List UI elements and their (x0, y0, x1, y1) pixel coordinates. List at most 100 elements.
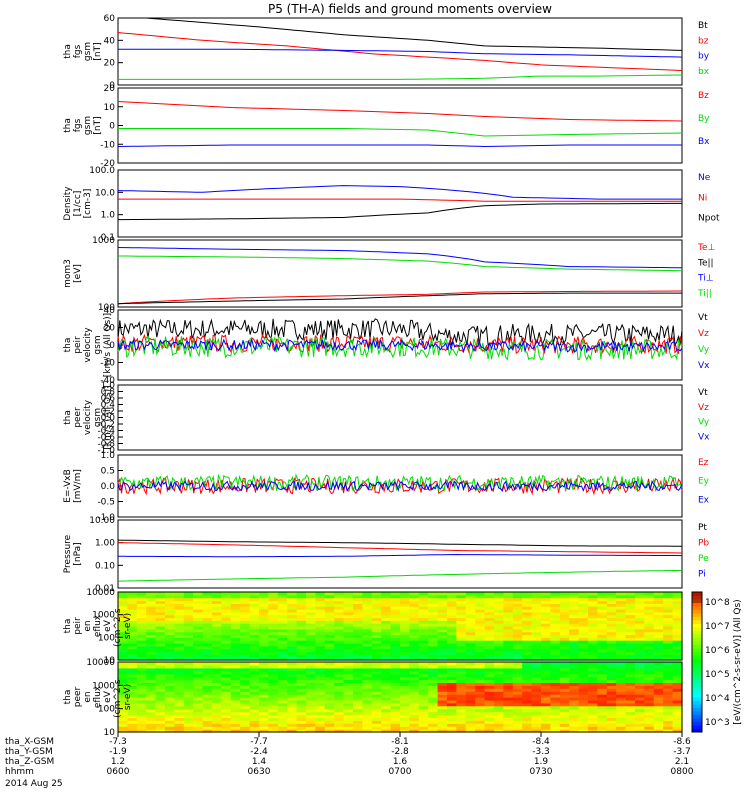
spectrogram-cell (418, 726, 429, 730)
spectrogram-cell (155, 597, 166, 602)
ephemeris-value: 0730 (530, 767, 553, 777)
spectrogram-cell (409, 594, 420, 599)
spectrogram-cell (371, 640, 382, 644)
spectrogram-cell (541, 702, 551, 707)
spectrogram-cell (362, 691, 373, 695)
spectrogram-cell (118, 617, 128, 621)
spectrogram-cell (512, 676, 523, 681)
spectrogram-cell (494, 651, 504, 655)
spectrogram-cell (447, 667, 457, 672)
spectrogram-cell (277, 664, 288, 669)
spectrogram-cell (588, 697, 598, 701)
spectrogram-cell (306, 679, 316, 683)
series-line-Ti⊥ (117, 247, 683, 269)
spectrogram-cell (428, 667, 439, 672)
spectrogram-cell (118, 597, 128, 602)
spectrogram-cell (268, 637, 279, 641)
spectrogram-cell (475, 702, 486, 707)
spectrogram-cell (663, 609, 674, 613)
spectrogram-cell (456, 614, 467, 619)
spectrogram-cell (287, 623, 298, 627)
spectrogram-cell (475, 691, 486, 695)
spectrogram-cell (306, 654, 316, 658)
spectrogram-cell (324, 592, 335, 596)
spectrogram-cell (315, 637, 326, 641)
spectrogram-cell (296, 603, 307, 607)
spectrogram-cell (390, 645, 401, 650)
spectrogram-cell (202, 705, 213, 710)
y-tick-label: 0 (109, 341, 115, 351)
spectrogram-cell (503, 694, 514, 698)
spectrogram-cell (353, 662, 363, 666)
spectrogram-cell (550, 720, 561, 724)
spectrogram-cell (418, 628, 429, 633)
spectrogram-cell (127, 723, 138, 727)
spectrogram-cell (146, 645, 157, 650)
y-tick-label: 100 (98, 303, 115, 313)
y-axis-label-line: [mV/m] (73, 469, 83, 503)
spectrogram-cell (334, 670, 345, 675)
spectrogram-cell (324, 726, 335, 730)
spectrogram-cell (381, 729, 392, 733)
spectrogram-cell (512, 609, 523, 613)
spectrogram-cell (437, 640, 448, 644)
colorbar-cell (692, 623, 702, 628)
spectrogram-cell (588, 654, 598, 658)
spectrogram-cell (146, 685, 157, 689)
spectrogram-cell (503, 664, 514, 669)
spectrogram-cell (127, 667, 138, 672)
spectrogram-cell (296, 609, 307, 613)
spectrogram-cell (606, 682, 617, 686)
spectrogram-cell (635, 729, 645, 733)
spectrogram-cell (672, 643, 683, 647)
spectrogram-cell (522, 620, 533, 624)
spectrogram-cell (437, 603, 448, 607)
spectrogram-cell (324, 626, 335, 630)
series-line-Npot (118, 202, 682, 221)
spectrogram-cell (183, 673, 194, 678)
spectrogram-cell (155, 648, 166, 653)
spectrogram-cell (644, 697, 655, 701)
spectrogram-cell (127, 648, 138, 653)
spectrogram-cell (475, 637, 486, 641)
spectrogram-cell (381, 611, 392, 616)
spectrogram-cell (465, 697, 476, 701)
series-line-Vy (117, 335, 683, 362)
spectrogram-cell (578, 631, 589, 636)
spectrogram-cell (174, 670, 185, 675)
spectrogram-cell (428, 714, 439, 718)
spectrogram-cell (400, 614, 410, 619)
spectrogram-cell (503, 717, 514, 721)
spectrogram-cell (118, 670, 128, 675)
spectrogram-cell (324, 711, 335, 716)
spectrogram-cell (362, 667, 373, 672)
legend-entry: by (698, 52, 710, 62)
spectrogram-cell (400, 670, 410, 675)
spectrogram-cell (146, 628, 157, 633)
spectrogram-cell (240, 597, 251, 602)
spectrogram-cell (578, 664, 589, 669)
spectrogram-cell (672, 694, 683, 698)
spectrogram-cell (550, 673, 561, 678)
spectrogram-cell (193, 688, 204, 692)
spectrogram-cell (296, 714, 307, 718)
spectrogram-cell (550, 654, 561, 658)
spectrogram-cell (606, 609, 617, 613)
spectrogram-cell (484, 705, 495, 710)
panels: 6040200thafgsgsm[nT]Btbzbybx20100-10-20t… (63, 14, 720, 738)
spectrogram-cell (522, 682, 533, 686)
spectrogram-cell (249, 645, 260, 650)
spectrogram-cell (287, 667, 298, 672)
spectrogram-cell (616, 592, 627, 596)
spectrogram-cell (409, 682, 420, 686)
spectrogram-cell (306, 664, 316, 669)
spectrogram-cell (644, 651, 655, 655)
spectrogram-cell (306, 600, 316, 604)
spectrogram-cell (400, 729, 410, 733)
spectrogram-cell (663, 617, 674, 621)
spectrogram-cell (193, 673, 204, 678)
spectrogram-cell (334, 648, 345, 653)
spectrogram-cell (663, 626, 674, 630)
series-line-Ne (117, 185, 682, 200)
spectrogram-cell (616, 667, 627, 672)
